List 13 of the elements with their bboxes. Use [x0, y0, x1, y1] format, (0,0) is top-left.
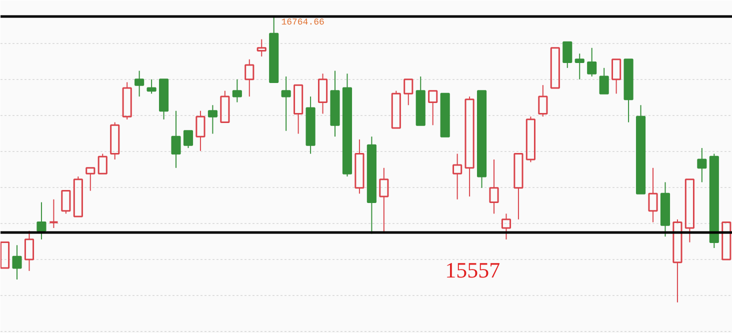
candlestick: [660, 182, 670, 238]
candlestick: [648, 167, 658, 223]
ref-line-label: 16764.66: [281, 17, 324, 28]
candlestick: [12, 244, 22, 280]
candlestick: [452, 153, 462, 200]
ref-line-label: 15557: [445, 257, 500, 282]
candlestick: [379, 167, 389, 233]
candlestick: [306, 96, 316, 154]
candlestick: [281, 76, 291, 132]
candlestick: [171, 110, 181, 168]
candlestick: [330, 70, 340, 138]
candlestick: [697, 148, 707, 183]
candlestick: [489, 158, 499, 214]
